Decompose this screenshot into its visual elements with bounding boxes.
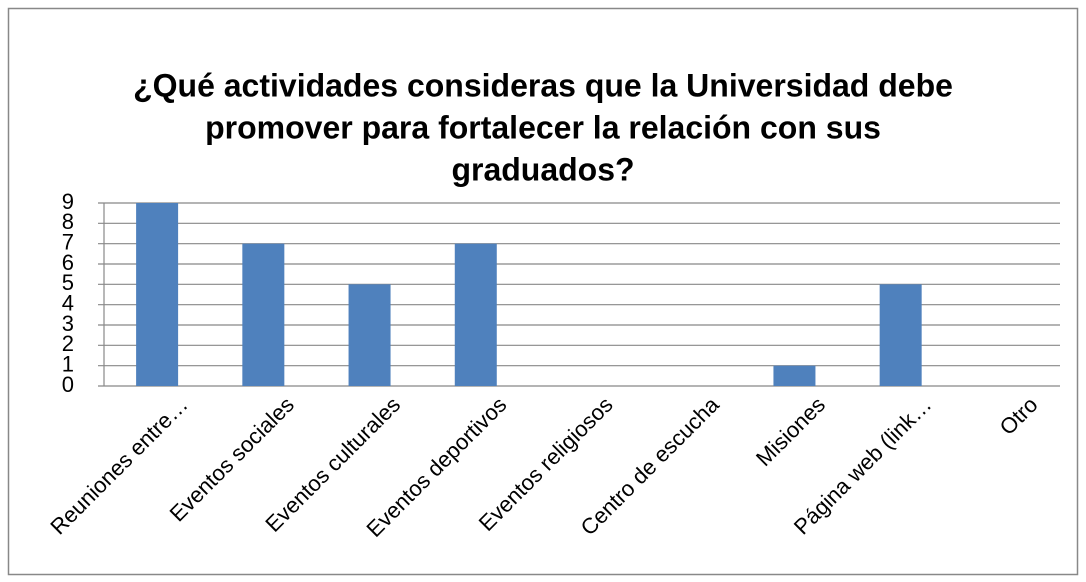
bar [773,365,816,386]
y-tick-label: 5 [62,270,74,295]
bar [348,284,391,386]
y-tick-label: 6 [62,250,74,275]
bar [454,243,497,386]
chart-title: promover para fortalecer la relación con… [205,109,881,145]
bar [136,203,179,386]
bar [242,243,285,386]
y-tick-label: 4 [62,290,74,315]
y-tick-label: 9 [62,189,74,214]
y-tick-label: 8 [62,209,74,234]
y-tick-label: 2 [62,331,74,356]
bar [879,284,922,386]
y-tick-label: 7 [62,229,74,254]
y-tick-label: 3 [62,311,74,336]
chart-title: ¿Qué actividades consideras que la Unive… [133,67,953,103]
y-tick-label: 0 [62,372,74,397]
chart-title: graduados? [451,151,634,187]
y-tick-label: 1 [62,351,74,376]
